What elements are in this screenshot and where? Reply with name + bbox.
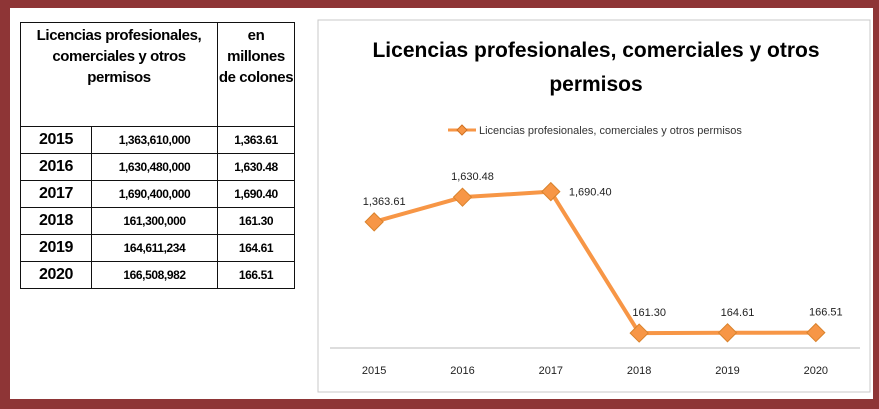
x-tick-label: 2017	[539, 365, 563, 377]
data-label: 161.30	[632, 307, 666, 319]
table-row: 2016 1,630,480,000 1,630.48	[20, 153, 295, 181]
point	[452, 187, 473, 207]
x-tick-label: 2019	[715, 365, 739, 377]
table-cell: 2015	[20, 126, 92, 154]
chart-title: Licencias profesionales, comerciales y o…	[372, 39, 819, 96]
x-tick-label: 2020	[804, 365, 828, 377]
point	[806, 322, 826, 343]
table-cell: 1,690.40	[217, 180, 295, 208]
header-cell: en millones de colones	[217, 22, 295, 127]
table-cell: 2019	[20, 234, 92, 262]
data-label: 1,630.48	[451, 171, 494, 183]
point	[541, 181, 561, 202]
table-cell: 2020	[20, 261, 92, 289]
point	[717, 323, 738, 343]
table-cell: 2016	[20, 153, 92, 181]
legend-marker	[456, 124, 468, 136]
data-table: Licencias profesionales, comerciales y o…	[20, 22, 295, 289]
x-tick-label: 2016	[450, 365, 474, 377]
table-cell: 164,611,234	[91, 234, 218, 262]
table-cell: 166.51	[217, 261, 295, 289]
table-cell: 1,630.48	[217, 153, 295, 181]
table-row: 2017 1,690,400,000 1,690.40	[20, 180, 295, 208]
table-row: 2019 164,611,234 164.61	[20, 234, 295, 262]
data-label: 1,363.61	[363, 196, 406, 208]
table-cell: 1,363.61	[217, 126, 295, 154]
table-row: 2018 161,300,000 161.30	[20, 207, 295, 235]
x-tick-label: 2018	[627, 365, 651, 377]
point	[364, 212, 384, 232]
data-label: 1,690.40	[569, 187, 612, 199]
chart-area	[317, 19, 871, 393]
table-row: 2015 1,363,610,000 1,363.61	[20, 126, 295, 154]
point	[629, 323, 649, 343]
table-cell: 164.61	[217, 234, 295, 262]
data-label: 164.61	[721, 307, 755, 319]
legend-label: Licencias profesionales, comerciales y o…	[479, 125, 742, 137]
table-cell: 1,363,610,000	[91, 126, 218, 154]
table-cell: 1,690,400,000	[91, 180, 218, 208]
data-label: 166.51	[809, 307, 843, 319]
table-row: 2020 166,508,982 166.51	[20, 261, 295, 289]
line	[373, 189, 816, 336]
x-tick-label: 2015	[362, 365, 386, 377]
